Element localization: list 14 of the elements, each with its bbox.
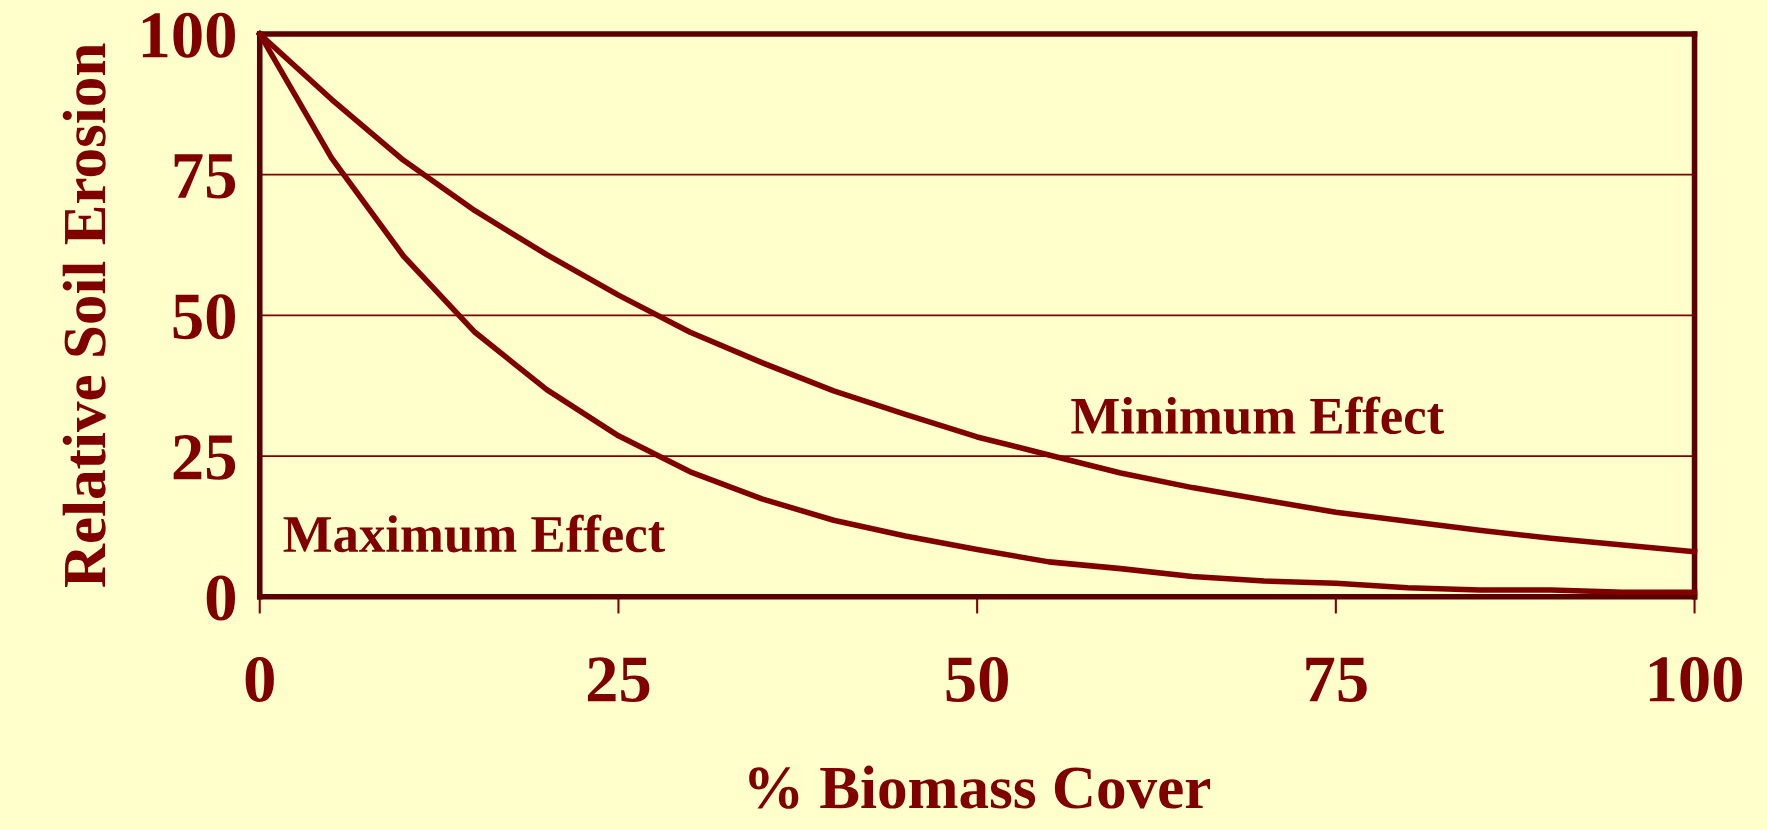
y-axis-title: Relative Soil Erosion xyxy=(62,43,106,588)
y-tick-label: 50 xyxy=(173,294,235,340)
x-tick-label: 25 xyxy=(587,657,650,703)
series-label: Minimum Effect xyxy=(1071,396,1444,435)
x-axis-title: % Biomass Cover xyxy=(749,765,1211,809)
y-tick-label: 0 xyxy=(206,575,235,621)
series-label: Maximum Effect xyxy=(283,514,665,553)
x-tick-label: 75 xyxy=(1306,657,1367,703)
y-tick-label: 25 xyxy=(173,435,236,480)
y-tick-label: 100 xyxy=(142,12,235,58)
x-tick-label: 0 xyxy=(245,657,274,703)
x-tick-label: 100 xyxy=(1649,657,1743,703)
y-tick-label: 75 xyxy=(174,154,236,199)
x-tick-label: 50 xyxy=(946,657,1008,703)
